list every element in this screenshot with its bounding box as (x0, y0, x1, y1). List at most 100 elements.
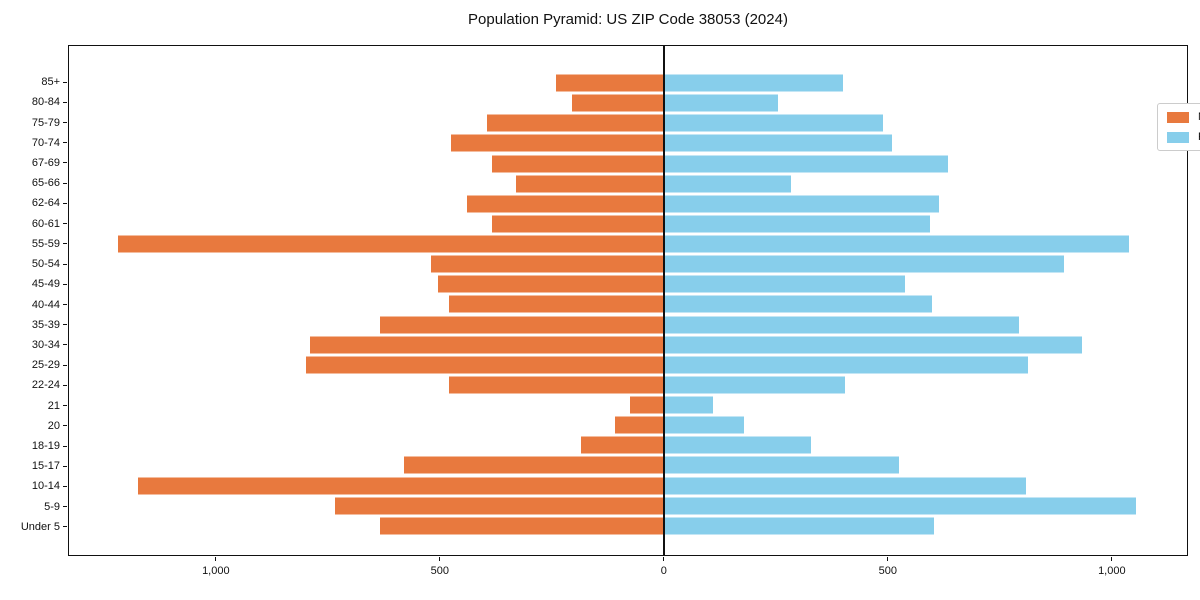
y-tick-label: 75-79 (31, 116, 60, 129)
bar-male-65-66 (516, 175, 664, 193)
x-tick-mark (887, 557, 889, 561)
legend: Male Female (1157, 103, 1200, 151)
y-tick-label: 65-66 (31, 177, 60, 190)
pyramid-row (69, 73, 1187, 93)
legend-label-female: Female (1198, 131, 1200, 143)
x-tick-mark (439, 557, 441, 561)
y-tick-mark (63, 182, 67, 184)
y-tick-row: 35-39 (0, 315, 67, 335)
pyramid-row (69, 395, 1187, 415)
x-tick-mark (663, 557, 665, 561)
y-tick-label: 20 (47, 419, 60, 432)
x-tick-label: 1,000 (202, 565, 230, 577)
bar-female-10-14 (663, 477, 1026, 495)
x-axis: 1,000 500 0 500 1,000 (68, 556, 1188, 588)
pyramid-row (69, 274, 1187, 294)
pyramid-row (69, 496, 1187, 516)
y-tick-label: 25-29 (31, 359, 60, 372)
bar-female-30-34 (663, 336, 1082, 354)
x-tick-mark (215, 557, 217, 561)
bar-rows (69, 73, 1187, 536)
bar-female-21 (663, 396, 713, 414)
y-tick-row: 20 (0, 416, 67, 436)
y-tick-label: 45-49 (31, 278, 60, 291)
bar-female-40-44 (663, 295, 933, 313)
bar-female-85+ (663, 74, 843, 92)
pyramid-row (69, 375, 1187, 395)
bar-male-25-29 (306, 356, 664, 374)
y-tick-mark (63, 283, 67, 285)
x-tick-mark (1111, 557, 1113, 561)
y-tick-mark (63, 485, 67, 487)
pyramid-row (69, 234, 1187, 254)
y-tick-mark (63, 243, 67, 245)
y-tick-label: 15-17 (31, 460, 60, 473)
bar-female-62-64 (663, 195, 939, 213)
y-tick-mark (63, 122, 67, 124)
y-tick-row: 65-66 (0, 173, 67, 193)
y-tick-label: 30-34 (31, 338, 60, 351)
y-tick-row: 60-61 (0, 214, 67, 234)
bar-male-50-54 (431, 255, 664, 273)
y-tick-row: 15-17 (0, 456, 67, 476)
pyramid-row (69, 93, 1187, 113)
y-tick-mark (63, 384, 67, 386)
chart-title: Population Pyramid: US ZIP Code 38053 (2… (468, 11, 788, 28)
bar-male-5-9 (335, 497, 664, 515)
y-tick-label: 50-54 (31, 258, 60, 271)
x-tick-label: 0 (660, 565, 667, 577)
pyramid-row (69, 476, 1187, 496)
bar-male-62-64 (467, 195, 664, 213)
legend-item-male: Male (1167, 111, 1200, 123)
y-tick-mark (63, 101, 67, 103)
bar-female-Under 5 (663, 517, 935, 535)
bar-female-60-61 (663, 215, 930, 233)
bar-male-35-39 (379, 316, 664, 334)
y-tick-row: 21 (0, 396, 67, 416)
pyramid-row (69, 415, 1187, 435)
bar-male-75-79 (487, 114, 664, 132)
pyramid-row (69, 516, 1187, 536)
y-tick-label: 22-24 (31, 379, 60, 392)
y-tick-mark (63, 304, 67, 306)
y-tick-label: Under 5 (20, 520, 60, 533)
y-tick-row: 25-29 (0, 355, 67, 375)
bar-female-25-29 (663, 356, 1029, 374)
y-tick-row: 50-54 (0, 254, 67, 274)
male-color-swatch (1167, 111, 1189, 123)
y-tick-label: 62-64 (31, 197, 60, 210)
y-tick-mark (63, 223, 67, 225)
y-tick-mark (63, 506, 67, 508)
pyramid-row (69, 113, 1187, 133)
pyramid-row (69, 194, 1187, 214)
y-tick-mark (63, 162, 67, 164)
y-tick-row: 40-44 (0, 294, 67, 314)
x-tick-label: 1,000 (1098, 565, 1126, 577)
y-tick-row: 45-49 (0, 274, 67, 294)
bar-female-22-24 (663, 376, 845, 394)
bar-female-80-84 (663, 94, 778, 112)
pyramid-row (69, 214, 1187, 234)
y-tick-row: 80-84 (0, 92, 67, 112)
bar-female-67-69 (663, 155, 948, 173)
y-tick-mark (63, 142, 67, 144)
bar-male-60-61 (491, 215, 664, 233)
y-tick-row: 30-34 (0, 335, 67, 355)
bar-male-40-44 (449, 295, 664, 313)
bar-male-Under 5 (379, 517, 664, 535)
y-tick-row: Under 5 (0, 517, 67, 537)
y-tick-label: 55-59 (31, 237, 60, 250)
bar-female-18-19 (663, 436, 812, 454)
y-tick-label: 70-74 (31, 136, 60, 149)
y-tick-label: 85+ (41, 76, 60, 89)
y-tick-row: 70-74 (0, 133, 67, 153)
y-tick-label: 67-69 (31, 156, 60, 169)
y-tick-label: 40-44 (31, 298, 60, 311)
bar-male-80-84 (572, 94, 664, 112)
y-tick-label: 35-39 (31, 318, 60, 331)
y-tick-label: 80-84 (31, 96, 60, 109)
pyramid-row (69, 335, 1187, 355)
bar-female-70-74 (663, 134, 892, 152)
y-tick-mark (63, 202, 67, 204)
y-tick-row: 67-69 (0, 153, 67, 173)
